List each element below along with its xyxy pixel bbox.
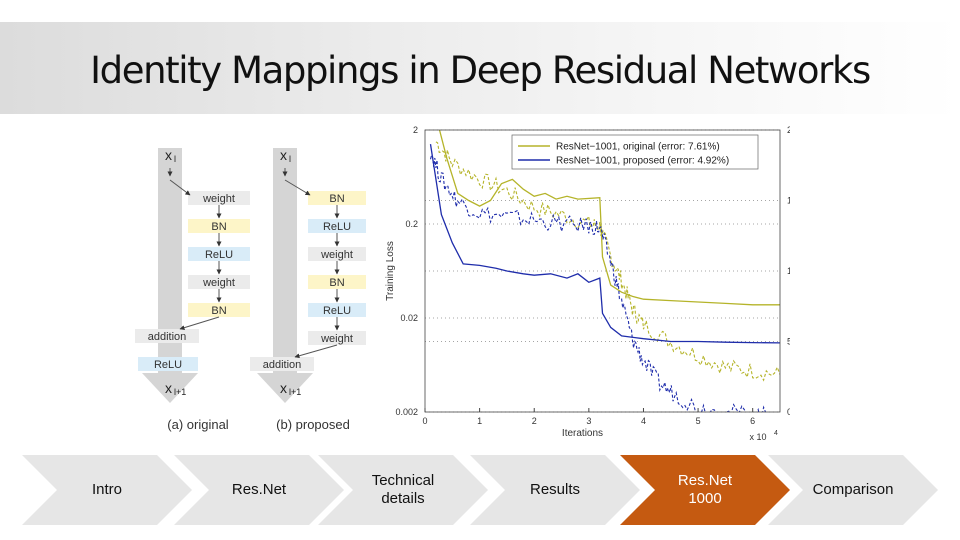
x-multiplier-exp: 4 bbox=[774, 430, 778, 437]
chevron-shape bbox=[174, 455, 344, 525]
identity-arrow-head bbox=[142, 373, 198, 403]
x-tick-label: 4 bbox=[641, 416, 646, 426]
original-layer-label: weight bbox=[202, 277, 235, 289]
proposed-addition-label: addition bbox=[263, 359, 302, 371]
original-layer-box bbox=[188, 303, 250, 317]
proposed-input-sub: l bbox=[289, 154, 291, 164]
original-layer-box bbox=[188, 247, 250, 261]
legend-entry: ResNet−1001, original (error: 7.61%) bbox=[556, 142, 720, 153]
proposed-layer-label: BN bbox=[329, 277, 344, 289]
x-tick-label: 1 bbox=[477, 416, 482, 426]
proposed-layer-box bbox=[308, 331, 366, 345]
x-multiplier-label: x 10 bbox=[749, 432, 766, 442]
original-output-sub: l+1 bbox=[174, 387, 186, 397]
original-addition-box bbox=[135, 329, 199, 343]
original-layer-label: BN bbox=[211, 221, 226, 233]
chevron-shape bbox=[318, 455, 488, 525]
original-layer-box bbox=[188, 191, 250, 205]
proposed-layer-label: ReLU bbox=[323, 305, 351, 317]
original-output-label: x bbox=[165, 380, 172, 396]
y-left-tick-label: 0.2 bbox=[405, 219, 418, 229]
proposed-layer-box bbox=[308, 191, 366, 205]
nav-label-resnet-1000: Res.Net 1000 bbox=[677, 472, 733, 507]
nav-label-technical-details: Technical details bbox=[371, 472, 435, 507]
x-tick-label: 0 bbox=[422, 416, 427, 426]
identity-arrow-shaft bbox=[273, 148, 297, 376]
proposed-merge-arrow bbox=[294, 344, 338, 359]
legend-entry: ResNet−1001, proposed (error: 4.92%) bbox=[556, 156, 729, 167]
nav-label-results: Results bbox=[529, 481, 581, 498]
y-right-tick-label: 15 bbox=[787, 196, 790, 206]
proposed-output-label: x bbox=[280, 380, 287, 396]
original-test-error-line bbox=[438, 130, 780, 306]
proposed-test-error-line bbox=[429, 144, 780, 344]
original-layer-label: weight bbox=[202, 193, 235, 205]
y-left-tick-label: 0.002 bbox=[395, 407, 418, 417]
proposed-layer-box bbox=[308, 219, 366, 233]
proposed-addition-box bbox=[250, 357, 314, 371]
nav-label-resnet: Res.Net bbox=[231, 481, 287, 498]
original-layer-label: BN bbox=[211, 305, 226, 317]
original-caption: (a) original bbox=[167, 417, 229, 432]
identity-arrow-head bbox=[257, 373, 313, 403]
proposed-training-loss-line bbox=[429, 153, 767, 412]
nav-label-intro: Intro bbox=[91, 481, 122, 498]
original-input-label: x bbox=[165, 147, 172, 163]
section-nav: Intro Res.Net Technical details Results … bbox=[0, 455, 960, 525]
original-merge-arrow bbox=[179, 316, 220, 331]
y-left-tick-label: 2 bbox=[413, 125, 418, 135]
plot-area bbox=[429, 130, 780, 412]
nav-label-comparison: Comparison bbox=[812, 481, 894, 498]
chevron-shape bbox=[768, 455, 938, 525]
y-left-axis-label: Training Loss bbox=[385, 241, 396, 301]
training-curve-chart: 0 1 2 3 4 5 6 2 0.2 0.02 0.002 20 15 10 5 0 Iterations x … bbox=[385, 125, 790, 442]
x-tick-label: 3 bbox=[586, 416, 591, 426]
original-branch-arrow bbox=[169, 179, 191, 196]
proposed-caption: (b) proposed bbox=[276, 417, 350, 432]
original-input-sub: l bbox=[174, 154, 176, 164]
x-tick-label: 2 bbox=[532, 416, 537, 426]
proposed-input-label: x bbox=[280, 147, 287, 163]
original-post-relu-label: ReLU bbox=[154, 359, 182, 371]
original-layer-box bbox=[188, 275, 250, 289]
y-right-tick-label: 20 bbox=[787, 125, 790, 135]
y-left-tick-label: 0.02 bbox=[400, 313, 418, 323]
original-addition-label: addition bbox=[148, 331, 187, 343]
plot-frame bbox=[424, 129, 781, 413]
y-right-tick-label: 10 bbox=[787, 266, 790, 276]
slide-title: Identity Mappings in Deep Residual Netwo… bbox=[90, 49, 871, 92]
original-layer-box bbox=[188, 219, 250, 233]
title-band bbox=[0, 22, 960, 114]
legend-box bbox=[511, 134, 759, 170]
proposed-layer-label: weight bbox=[320, 333, 353, 345]
original-post-relu-box bbox=[138, 357, 198, 371]
proposed-branch-arrow bbox=[284, 179, 311, 196]
proposed-layer-label: weight bbox=[320, 249, 353, 261]
proposed-layer-box bbox=[308, 247, 366, 261]
chevron-shape bbox=[470, 455, 640, 525]
y-right-tick-label: 0 bbox=[787, 407, 790, 417]
proposed-layer-label: BN bbox=[329, 193, 344, 205]
chevron-shape bbox=[22, 455, 192, 525]
proposed-output-sub: l+1 bbox=[289, 387, 301, 397]
proposed-layer-box bbox=[308, 303, 366, 317]
y-right-tick-label: 5 bbox=[787, 337, 790, 347]
original-training-loss-line bbox=[435, 141, 780, 382]
x-axis-label: Iterations bbox=[562, 428, 603, 439]
proposed-layer-box bbox=[308, 275, 366, 289]
x-tick-label: 6 bbox=[750, 416, 755, 426]
proposed-layer-label: ReLU bbox=[323, 221, 351, 233]
x-tick-label: 5 bbox=[696, 416, 701, 426]
original-layer-label: ReLU bbox=[205, 249, 233, 261]
chevron-shape bbox=[620, 455, 790, 525]
